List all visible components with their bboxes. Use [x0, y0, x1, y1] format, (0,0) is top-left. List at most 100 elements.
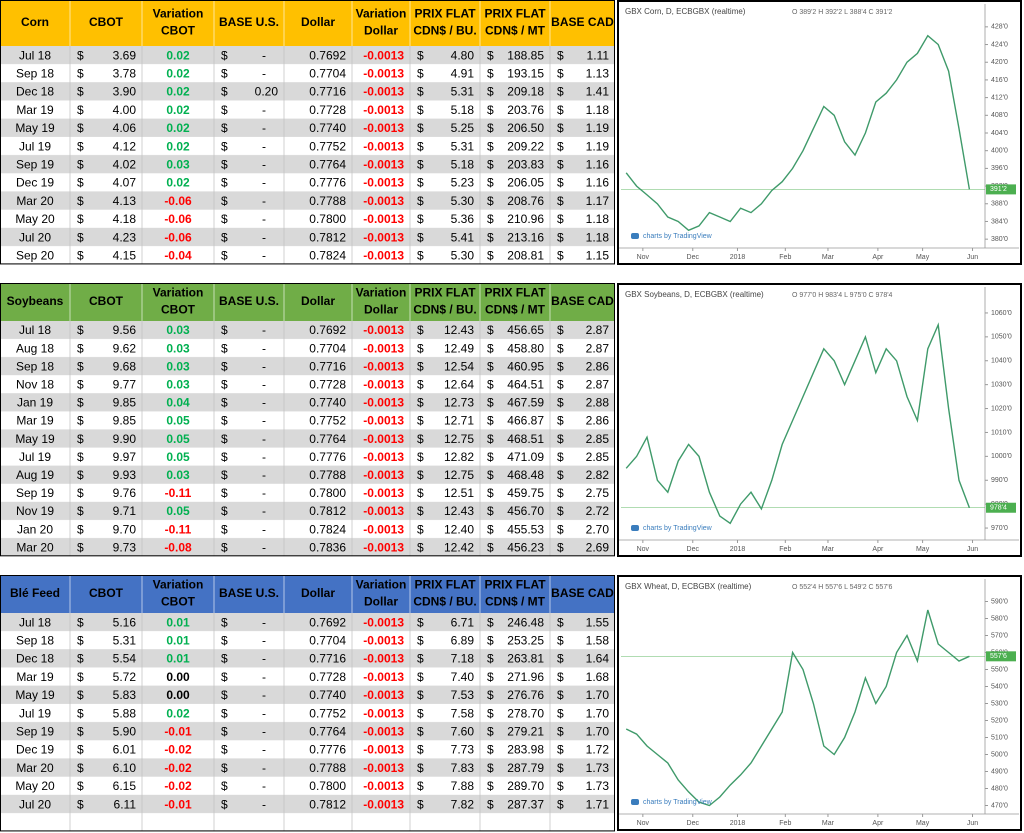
currency-symbol: $ [417, 706, 424, 720]
y-tick-label: 384'0 [991, 218, 1008, 225]
cell-value: 0.7788 [309, 194, 346, 208]
cell-value: -0.04 [164, 248, 192, 262]
contract-month: Jul 18 [19, 323, 51, 337]
currency-symbol: $ [487, 432, 494, 446]
last-price-label: 391'2 [990, 186, 1007, 193]
currency-symbol: $ [221, 724, 228, 738]
cell-value: 6.10 [113, 761, 137, 775]
cell-value: 2.85 [586, 450, 610, 464]
cell-value: 0.7752 [309, 139, 346, 153]
row-bg [0, 393, 615, 412]
cell-value: 1.41 [586, 85, 610, 99]
currency-symbol: $ [417, 797, 424, 811]
currency-symbol: $ [221, 230, 228, 244]
cell-value: 12.40 [444, 522, 474, 536]
cell-value: - [262, 103, 266, 117]
y-tick-label: 580'0 [991, 615, 1008, 622]
row-bg [0, 339, 615, 358]
cell-value: 5.30 [451, 194, 475, 208]
currency-symbol: $ [221, 323, 228, 337]
currency-symbol: $ [487, 633, 494, 647]
currency-symbol: $ [557, 724, 564, 738]
currency-symbol: $ [77, 779, 84, 793]
y-tick-label: 500'0 [991, 751, 1008, 758]
currency-symbol: $ [77, 230, 84, 244]
price-line [625, 322, 971, 525]
currency-symbol: $ [557, 761, 564, 775]
currency-symbol: $ [487, 85, 494, 99]
table-border [0, 283, 615, 557]
currency-symbol: $ [487, 706, 494, 720]
x-tick-label: May [916, 820, 930, 827]
cell-value: 12.42 [444, 540, 474, 554]
cell-value: 9.93 [113, 468, 137, 482]
watermark-icon [631, 799, 639, 805]
cell-value: 2.82 [586, 468, 610, 482]
cell-value: 0.03 [166, 378, 190, 392]
cell-value: - [262, 652, 266, 666]
cell-value: -0.0013 [363, 432, 404, 446]
y-tick-label: 428'0 [991, 24, 1008, 31]
column-header: Dollar [364, 595, 398, 609]
contract-month: May 20 [15, 212, 55, 226]
contract-month: Sep 19 [16, 157, 54, 171]
row-bg [0, 758, 615, 777]
column-header: CBOT [89, 15, 124, 29]
currency-symbol: $ [417, 504, 424, 518]
cell-value: 0.00 [166, 670, 190, 684]
currency-symbol: $ [417, 522, 424, 536]
row-bg [0, 246, 615, 265]
currency-symbol: $ [557, 323, 564, 337]
column-header: Variation [356, 7, 407, 21]
y-tick-label: 990'0 [991, 477, 1008, 484]
cell-value: 12.43 [444, 323, 474, 337]
cell-value: -0.02 [164, 761, 192, 775]
chart-title: GBX Corn, D, ECBGBX (realtime) [625, 7, 746, 16]
y-tick-label: 520'0 [991, 717, 1008, 724]
cell-value: -0.02 [164, 779, 192, 793]
currency-symbol: $ [487, 779, 494, 793]
cell-value: - [262, 121, 266, 135]
last-price-tag [986, 502, 1016, 513]
cell-value: 5.25 [451, 121, 475, 135]
cell-value: 213.16 [507, 230, 544, 244]
cell-value: 271.96 [507, 670, 544, 684]
cell-value: 9.97 [113, 450, 137, 464]
currency-symbol: $ [487, 743, 494, 757]
currency-symbol: $ [557, 670, 564, 684]
y-tick-label: 400'0 [991, 148, 1008, 155]
cell-value: - [262, 688, 266, 702]
ohlc-readout: O 552'4 H 557'6 L 549'2 C 557'6 [792, 584, 893, 591]
cell-value: 3.78 [113, 66, 137, 80]
cell-value: -0.0013 [363, 652, 404, 666]
cell-value: 0.05 [166, 450, 190, 464]
column-header: BASE U.S. [219, 15, 279, 29]
row-bg [0, 100, 615, 119]
x-tick-label: Dec [687, 820, 700, 827]
cell-value: 203.83 [507, 157, 544, 171]
cell-value: 5.88 [113, 706, 137, 720]
cell-value: 1.16 [586, 157, 610, 171]
cell-value: - [262, 230, 266, 244]
cell-value: 7.88 [451, 779, 475, 793]
row-bg [0, 155, 615, 174]
cell-value: 5.31 [451, 85, 475, 99]
row-bg [0, 631, 615, 650]
currency-symbol: $ [221, 504, 228, 518]
cell-value: -0.0013 [363, 396, 404, 410]
cell-value: - [262, 615, 266, 629]
cell-value: 1.18 [586, 103, 610, 117]
row-bg [0, 375, 615, 394]
contract-month: Sep 18 [16, 633, 54, 647]
cell-value: - [262, 341, 266, 355]
y-tick-label: 412'0 [991, 94, 1008, 101]
cell-value: - [262, 323, 266, 337]
cell-value: 1.70 [586, 688, 610, 702]
cell-value: - [262, 761, 266, 775]
currency-symbol: $ [487, 468, 494, 482]
cell-value: 0.7812 [309, 797, 346, 811]
row-bg [0, 795, 615, 814]
price-line [625, 609, 970, 807]
currency-symbol: $ [487, 248, 494, 262]
cell-value: 5.54 [113, 652, 137, 666]
